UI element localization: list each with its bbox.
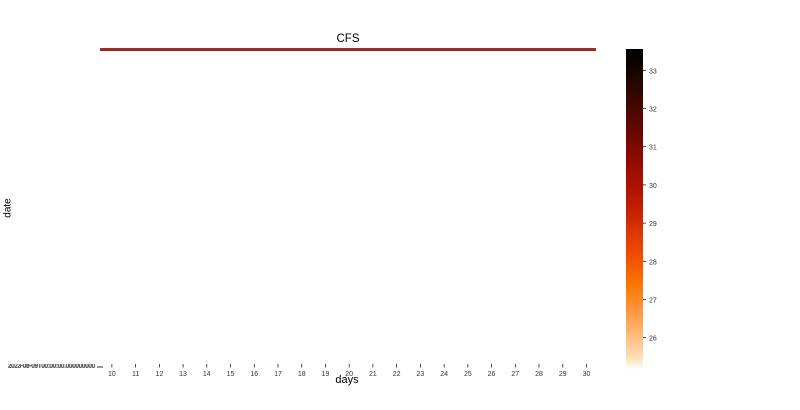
svg-text:29: 29 bbox=[649, 221, 657, 228]
svg-text:31: 31 bbox=[649, 145, 657, 152]
svg-text:33: 33 bbox=[649, 68, 657, 75]
svg-text:28: 28 bbox=[649, 259, 657, 266]
svg-text:27: 27 bbox=[649, 298, 657, 305]
svg-text:32: 32 bbox=[649, 107, 657, 114]
svg-text:30: 30 bbox=[649, 183, 657, 190]
svg-text:26: 26 bbox=[649, 336, 657, 343]
